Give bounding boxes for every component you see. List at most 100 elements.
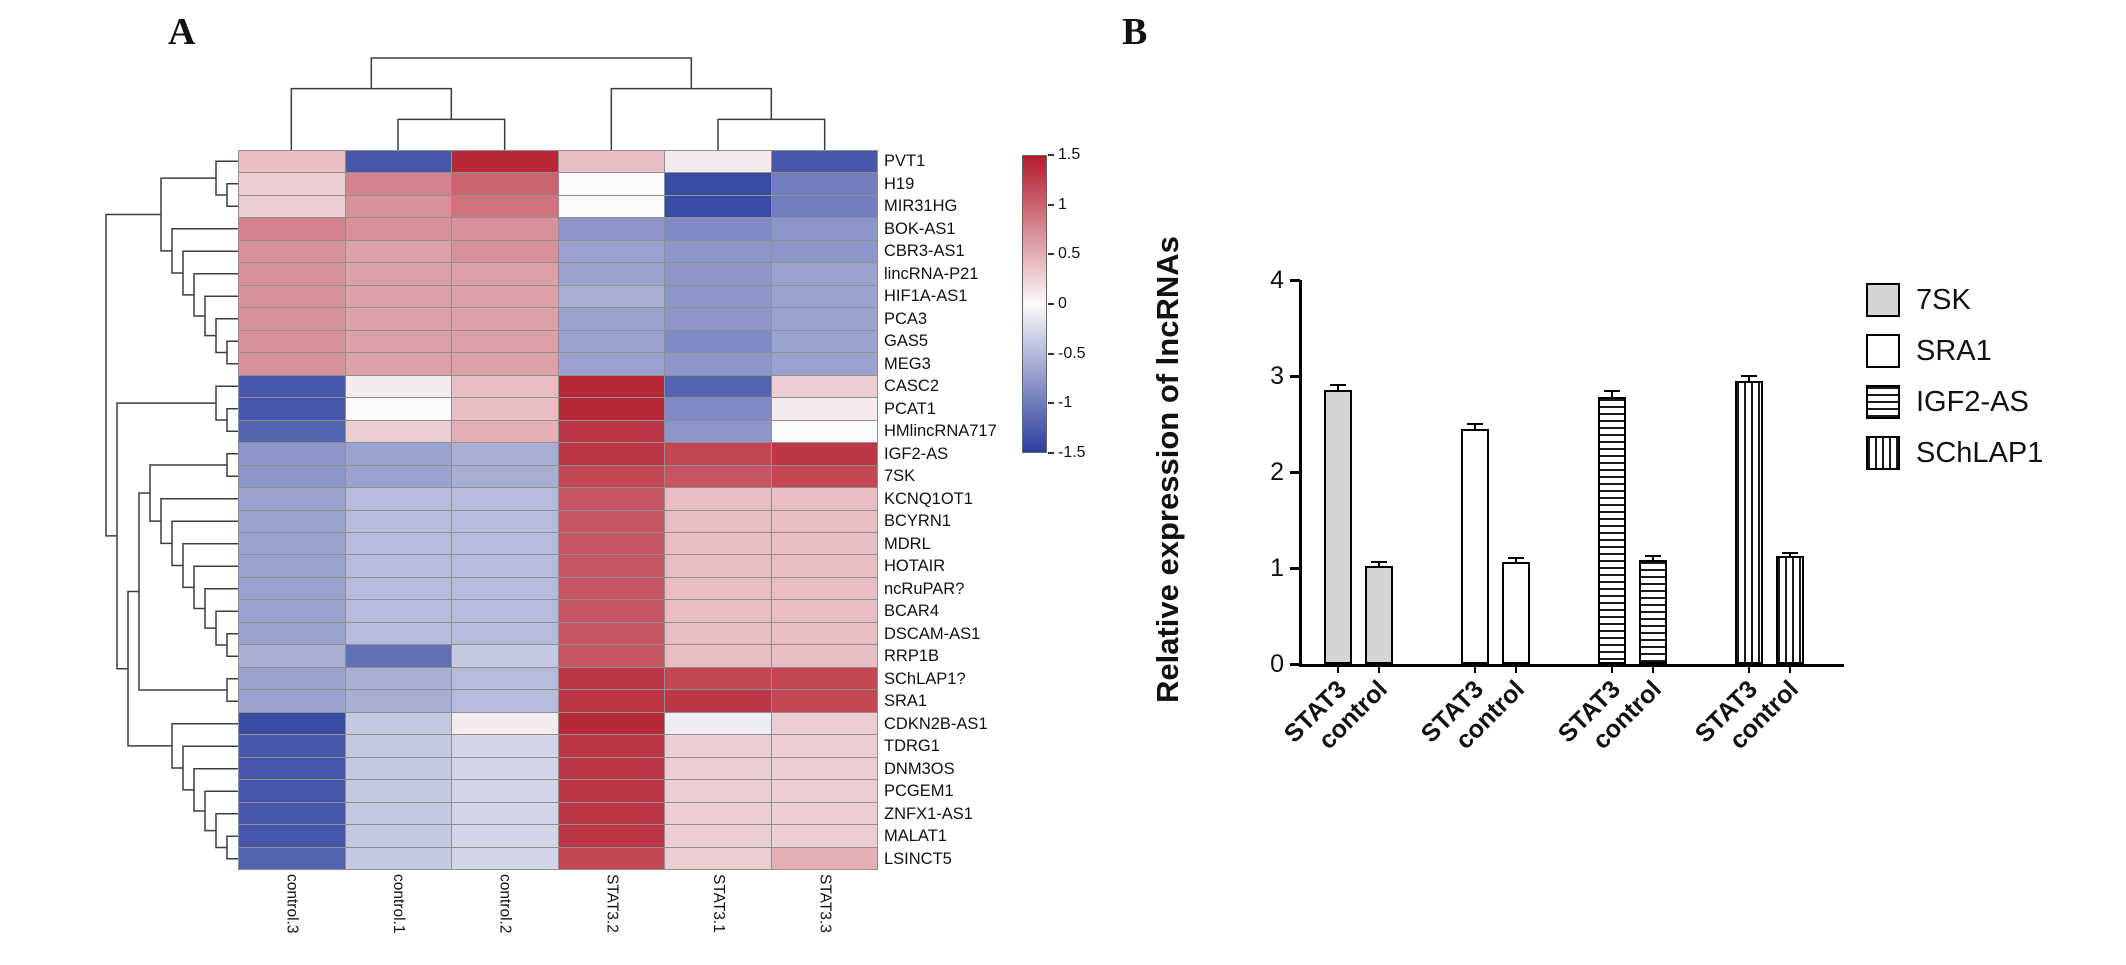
colorbar-tick-mark [1048,253,1054,256]
heatmap-cell [558,510,664,532]
heatmap-cell [771,757,877,780]
legend-label: IGF2-AS [1916,385,2029,418]
heatmap-column-label: control.1 [390,874,407,934]
heatmap-cell [558,240,664,263]
heatmap-cell [345,847,451,869]
heatmap-row-label: ncRuPAR? [884,579,965,598]
heatmap-cell [239,622,345,645]
heatmap-cell [452,802,558,825]
heatmap-cell [665,510,771,532]
heatmap-cell [771,420,877,443]
heatmap-cell [558,375,664,398]
heatmap-cell [452,667,558,690]
heatmap-cell [665,780,771,802]
heatmap-cell [558,353,664,375]
heatmap-row-label: DSCAM-AS1 [884,624,981,643]
colorbar-tick-mark [1048,402,1054,405]
heatmap-cell [771,510,877,532]
heatmap-cell [239,510,345,532]
heatmap-cell [665,712,771,735]
legend-label: SChLAP1 [1916,436,2044,469]
heatmap-cell [665,825,771,847]
heatmap-cell [452,330,558,353]
heatmap-cell [665,308,771,330]
heatmap-cell [452,577,558,600]
y-tick-mark [1290,663,1300,666]
heatmap-cell [345,600,451,622]
y-tick-label: 1 [1270,554,1284,582]
heatmap-cell [452,195,558,218]
heatmap-row-label: KCNQ1OT1 [884,489,973,508]
heatmap-cell [558,712,664,735]
x-tick-mark [1611,666,1613,673]
legend-swatch-IGF2-AS [1866,385,1900,419]
heatmap-cell [345,645,451,667]
bar-SRA1-control [1502,562,1530,664]
heatmap-cell [558,622,664,645]
heatmap-column-label: STAT3.3 [816,874,834,933]
heatmap-row-label: ZNFX1-AS1 [884,804,973,823]
heatmap-cell [771,712,877,735]
heatmap-cell [771,151,877,173]
heatmap-cell [771,263,877,285]
heatmap-row-label: PCGEM1 [884,782,954,801]
heatmap-cell [239,398,345,420]
legend-swatch-SChLAP1 [1866,436,1900,470]
error-bar-whisker [1789,553,1791,557]
heatmap-cell [239,465,345,488]
heatmap-cell [665,285,771,308]
heatmap-cell [452,398,558,420]
heatmap-cell [345,488,451,510]
heatmap-cell [239,757,345,780]
heatmap-cell [558,690,664,712]
heatmap-cell [345,375,451,398]
heatmap-column-label: control.2 [496,874,514,934]
heatmap-row-label: RRP1B [884,647,940,666]
y-axis-line [1299,280,1302,667]
error-bar-cap [1782,551,1798,554]
heatmap-cell [771,622,877,645]
heatmap-cell [665,690,771,712]
heatmap-cell [452,690,558,712]
heatmap-cell [558,285,664,308]
heatmap-cell [558,532,664,555]
legend-item: 7SK [1866,283,2043,317]
heatmap-row-label: 7SK [884,467,916,486]
heatmap-cell [665,263,771,285]
heatmap-cell [665,218,771,240]
heatmap-cell [558,263,664,285]
colorbar-tick-mark [1048,452,1054,454]
heatmap-cell [452,285,558,308]
heatmap-cell [558,398,664,420]
heatmap-cell [345,218,451,240]
heatmap-cell [771,645,877,667]
legend-swatch-7SK [1866,283,1900,317]
heatmap-cell [665,645,771,667]
y-tick-label: 3 [1270,362,1284,390]
heatmap-cell [345,465,451,488]
heatmap-row-label: HMlincRNA717 [884,422,997,441]
heatmap-cell [345,263,451,285]
heatmap-cell [558,173,664,195]
heatmap-cell [452,532,558,555]
heatmap-cell [345,420,451,443]
bar-7SK-STAT3 [1324,390,1352,664]
row-dendrogram [105,160,238,860]
heatmap-row-label: GAS5 [884,332,929,351]
column-dendrogram [290,57,826,150]
heatmap-cell [239,712,345,735]
heatmap-cell [239,488,345,510]
y-tick-label: 2 [1270,458,1284,486]
y-tick-mark [1290,471,1300,474]
legend-swatch-SRA1 [1866,334,1900,368]
heatmap-cell [239,308,345,330]
heatmap-cell [345,510,451,532]
heatmap-cell [771,847,877,869]
heatmap-cell [558,308,664,330]
heatmap-cell [452,443,558,465]
y-tick-label: 4 [1270,266,1284,294]
heatmap-cell [345,735,451,757]
heatmap-cell [239,443,345,465]
error-bar-cap [1371,561,1387,564]
heatmap-cell [239,600,345,622]
